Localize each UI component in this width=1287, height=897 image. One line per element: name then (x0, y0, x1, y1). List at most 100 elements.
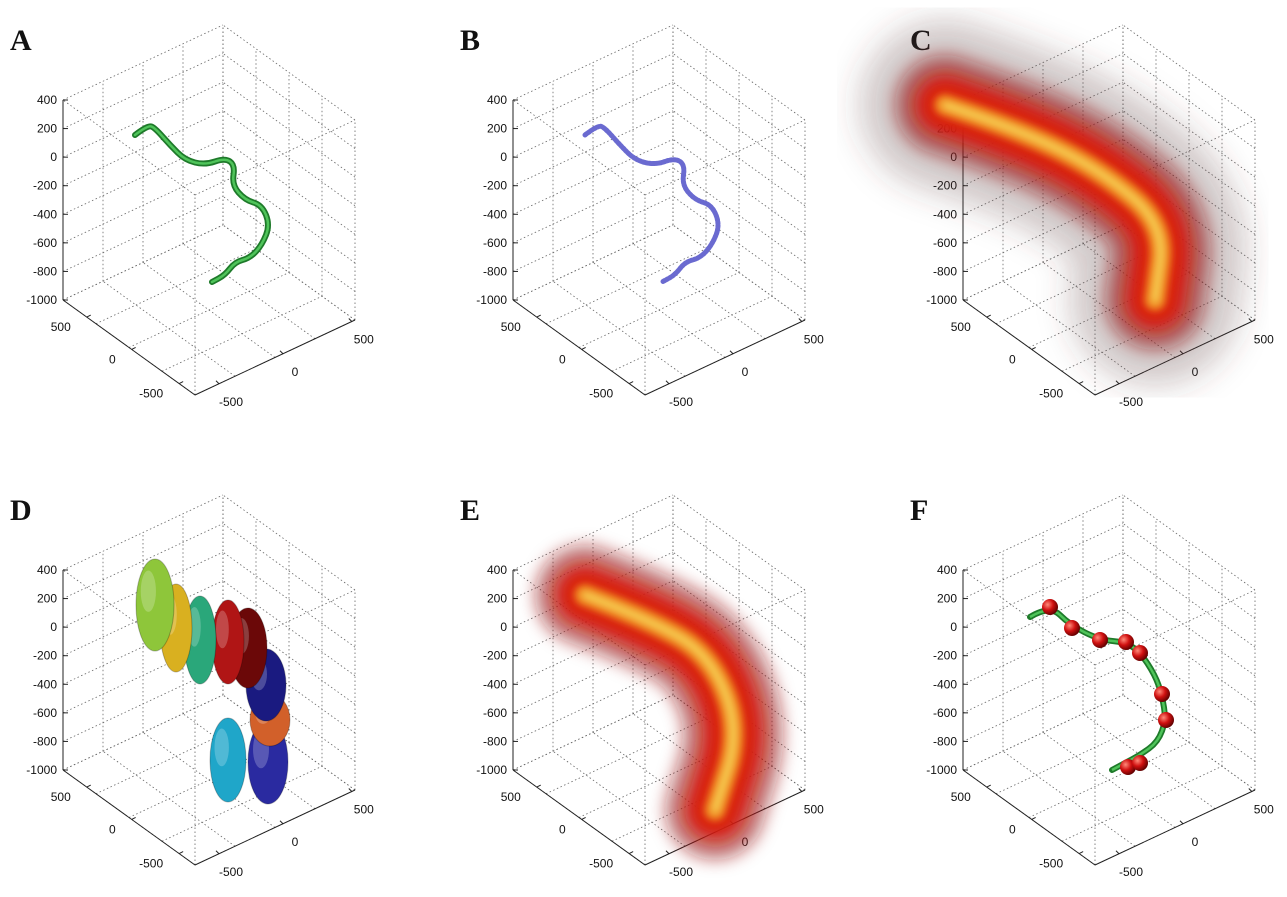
z-tick-label: 200 (37, 592, 57, 606)
z-tick-label: -200 (933, 649, 957, 663)
z-tick-label: 0 (950, 620, 957, 634)
sphere (1092, 632, 1108, 648)
grid-line (1122, 53, 1256, 149)
grid-line (62, 494, 224, 571)
grid-line (512, 694, 674, 771)
x-tick-label: 0 (109, 352, 116, 366)
y-tick-label: 500 (354, 333, 374, 347)
grid-line (1002, 750, 1136, 847)
grid-line (62, 608, 224, 685)
ellipsoid-shine (140, 570, 156, 612)
sphere (1158, 712, 1174, 728)
y-tick-label: 0 (292, 365, 299, 379)
x-tick-label: 500 (51, 320, 71, 334)
grid-line (62, 138, 224, 215)
panel-label: B (460, 24, 480, 57)
z-tick-label: -400 (933, 677, 957, 691)
density-peak (582, 592, 737, 813)
grid-line (142, 262, 276, 358)
box-edge (644, 119, 806, 196)
y-tick (215, 380, 220, 385)
z-tick-label: -200 (33, 649, 57, 663)
y-tick (798, 788, 803, 792)
z-tick-label: 0 (50, 150, 57, 164)
z-tick-label: -600 (933, 706, 957, 720)
z-tick-label: -1000 (26, 293, 57, 307)
y-tick (1115, 850, 1120, 855)
grid-line (222, 24, 356, 121)
grid-line (512, 24, 674, 101)
x-tick (1031, 346, 1036, 350)
z-tick-label: 400 (487, 93, 507, 107)
grid-line (62, 637, 224, 714)
z-tick-label: -200 (483, 649, 507, 663)
grid-line (222, 81, 356, 178)
x-tick-label: -500 (589, 857, 613, 871)
grid-line (1082, 713, 1216, 810)
grid-line (1122, 608, 1256, 705)
grid-line (962, 666, 1124, 742)
panel-label: F (910, 494, 928, 527)
grid-line (672, 224, 806, 321)
y-axis (194, 319, 356, 396)
grid-line (962, 608, 1124, 685)
z-tick-label: -600 (483, 706, 507, 720)
x-tick-label: 500 (51, 790, 71, 804)
z-tick-label: -800 (483, 264, 507, 278)
z-tick-label: -800 (483, 734, 507, 748)
grid-line (62, 24, 224, 101)
grid-line (62, 110, 224, 187)
grid-line (962, 551, 1124, 628)
z-tick-label: 400 (487, 563, 507, 577)
x-axis (62, 299, 196, 396)
grid-line (1122, 81, 1256, 178)
z-tick-label: 200 (37, 122, 57, 136)
x-tick-label: 500 (951, 790, 971, 804)
x-tick (1078, 381, 1084, 385)
panel-label: E (460, 494, 480, 527)
grid-line (672, 551, 806, 648)
grid-line (222, 110, 356, 207)
sphere (1132, 645, 1148, 661)
grid-line (632, 243, 766, 340)
grid-line (512, 81, 674, 158)
y-tick (279, 820, 284, 825)
grid-line (995, 718, 1157, 795)
x-tick-label: -500 (139, 387, 163, 401)
z-tick-label: -400 (933, 207, 957, 221)
y-axis (194, 789, 356, 866)
grid-line (672, 81, 806, 178)
panel: D 400 200 0 -200 -400 -600 -800 -1000 500 0 -500 -50… (10, 494, 374, 879)
x-tick (131, 816, 136, 820)
x-tick-label: 0 (1009, 352, 1016, 366)
grid-line (592, 732, 726, 828)
z-tick-label: -400 (33, 677, 57, 691)
panel-label: A (10, 24, 32, 57)
z-tick-label: -400 (483, 207, 507, 221)
panel-content (135, 558, 291, 805)
grid-line (672, 110, 806, 207)
grid-line (62, 196, 224, 272)
y-tick-label: 500 (804, 803, 824, 817)
grid-line (222, 224, 356, 321)
x-tick (178, 381, 184, 385)
x-tick-label: -500 (139, 857, 163, 871)
grid-line (1122, 580, 1256, 677)
z-tick-label: -800 (933, 264, 957, 278)
x-tick-label: 0 (109, 822, 116, 836)
box-edge (62, 99, 196, 196)
grid-line (222, 580, 356, 677)
sphere (1154, 686, 1170, 702)
grid-line (1002, 280, 1136, 377)
z-tick-label: 200 (487, 592, 507, 606)
z-tick-label: 0 (500, 620, 507, 634)
ellipsoid (211, 599, 245, 685)
y-tick (1115, 380, 1120, 385)
sphere (1064, 620, 1080, 636)
sphere (1042, 599, 1058, 615)
x-tick-label: 500 (501, 320, 521, 334)
panel-content (132, 123, 271, 285)
trajectory-points (582, 123, 721, 285)
y-tick-label: 500 (804, 333, 824, 347)
